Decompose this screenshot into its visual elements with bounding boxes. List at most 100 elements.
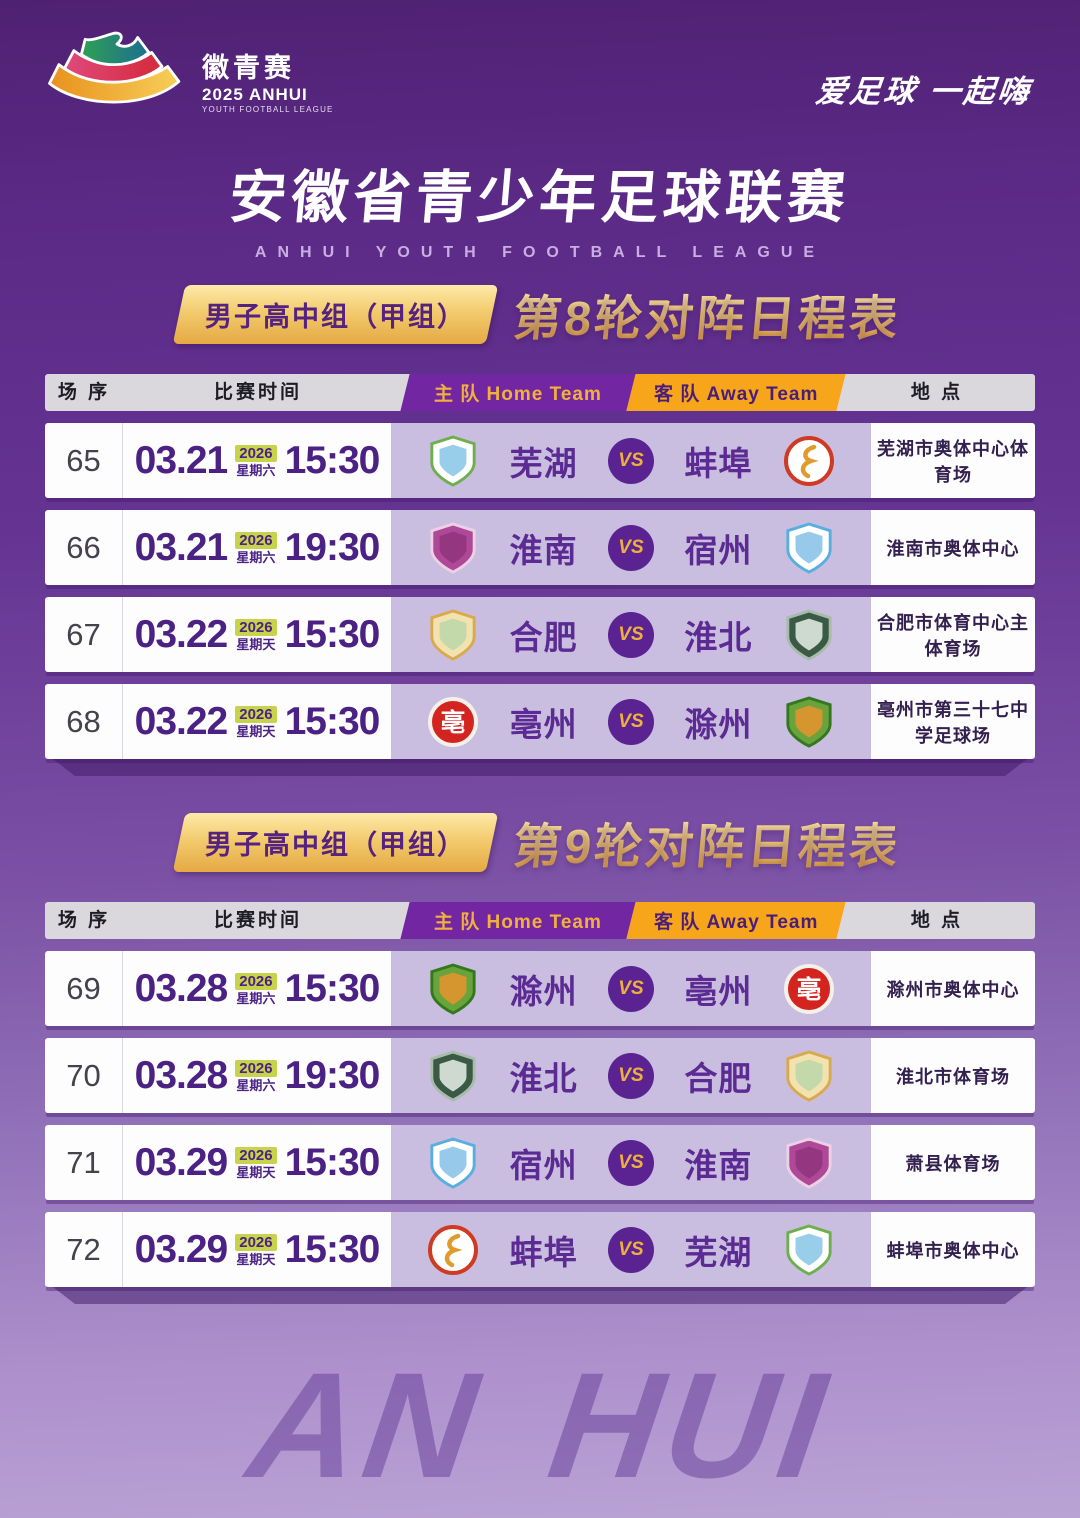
col-header-home: 主 队 Home Team xyxy=(400,374,636,411)
match-time: 03.28 2026 星期六 15:30 xyxy=(123,951,391,1026)
away-team-logo-icon xyxy=(783,608,835,662)
match-number: 69 xyxy=(45,951,123,1026)
top-bar: 徽青赛 2025 ANHUI YOUTH FOOTBALL LEAGUE 爱足球… xyxy=(42,26,1034,126)
match-time: 03.29 2026 星期天 15:30 xyxy=(123,1212,391,1287)
match-row: 69 03.28 2026 星期六 15:30 滁州 VS 亳州 亳 滁州市奥体… xyxy=(45,951,1035,1026)
col-header-away: 客 队 Away Team xyxy=(626,374,846,411)
match-time: 03.21 2026 星期六 19:30 xyxy=(123,510,391,585)
home-team-logo-icon xyxy=(427,608,479,662)
home-team-logo-icon xyxy=(427,1049,479,1103)
page-title: 安徽省青少年足球联赛 xyxy=(226,166,853,230)
anhui-watermark: AN HUI xyxy=(239,1341,841,1509)
kickoff-time: 19:30 xyxy=(284,525,381,569)
match-number: 67 xyxy=(45,597,123,672)
round-8-title: 第8轮对阵日程表 xyxy=(511,279,904,349)
col-header-venue: 地 点 xyxy=(910,382,964,403)
match-time: 03.29 2026 星期天 15:30 xyxy=(123,1125,391,1200)
group-badge: 男子高中组（甲组） xyxy=(172,812,499,872)
home-team-name: 滁州 xyxy=(509,972,578,1010)
match-number: 72 xyxy=(45,1212,123,1287)
match-row: 70 03.28 2026 星期六 19:30 淮北 VS 合肥 淮北市体育场 xyxy=(45,1038,1035,1113)
vs-badge: VS xyxy=(607,437,654,484)
table-shadow xyxy=(47,1287,1033,1304)
weekday-label: 星期六 xyxy=(236,990,276,1006)
kickoff-time: 15:30 xyxy=(284,1140,381,1184)
away-team-logo-icon xyxy=(783,521,835,575)
match-number: 70 xyxy=(45,1038,123,1113)
away-team-logo-icon: 亳 xyxy=(783,962,835,1016)
match-date: 03.21 xyxy=(134,438,229,482)
home-team-name: 淮北 xyxy=(509,1059,578,1097)
match-row: 71 03.29 2026 星期天 15:30 宿州 VS 淮南 萧县体育场 xyxy=(45,1125,1035,1200)
round-9-table: 场 序 比赛时间 主 队 Home Team 客 队 Away Team 地 点… xyxy=(45,902,1035,1304)
weekday-label: 星期天 xyxy=(236,723,276,739)
year-badge: 2026 xyxy=(235,444,277,462)
kickoff-time: 15:30 xyxy=(284,699,381,743)
venue: 蚌埠市奥体中心 xyxy=(871,1212,1035,1287)
group-badge: 男子高中组（甲组） xyxy=(172,284,499,344)
round-8-rows: 65 03.21 2026 星期六 15:30 芜湖 VS 蚌埠 芜湖市奥体中心… xyxy=(45,423,1035,759)
vs-badge: VS xyxy=(607,1139,654,1186)
venue: 亳州市第三十七中学足球场 xyxy=(871,684,1035,759)
away-team-logo-icon xyxy=(783,1049,835,1103)
vs-badge: VS xyxy=(607,1052,654,1099)
round-8-section: 男子高中组（甲组） 第8轮对阵日程表 场 序 比赛时间 主 队 Home Tea… xyxy=(0,282,1080,776)
kickoff-time: 15:30 xyxy=(284,1227,381,1271)
kickoff-time: 15:30 xyxy=(284,966,381,1010)
vs-badge: VS xyxy=(607,611,654,658)
venue: 淮北市体育场 xyxy=(871,1038,1035,1113)
match-date: 03.29 xyxy=(134,1227,229,1271)
match-date: 03.28 xyxy=(134,1053,229,1097)
match-number: 66 xyxy=(45,510,123,585)
home-team-name: 芜湖 xyxy=(509,444,578,482)
match-row: 67 03.22 2026 星期天 15:30 合肥 VS 淮北 合肥市体育中心… xyxy=(45,597,1035,672)
venue: 淮南市奥体中心 xyxy=(871,510,1035,585)
year-badge: 2026 xyxy=(235,1233,277,1251)
away-team-logo-icon xyxy=(783,434,835,488)
weekday-label: 星期六 xyxy=(236,462,276,478)
match-row: 68 03.22 2026 星期天 15:30 亳 亳州 VS 滁州 亳州市第三… xyxy=(45,684,1035,759)
away-team-name: 宿州 xyxy=(684,531,753,569)
page-subtitle: ANHUI YOUTH FOOTBALL LEAGUE xyxy=(254,244,826,261)
league-logo-text: 徽青赛 2025 ANHUI YOUTH FOOTBALL LEAGUE xyxy=(202,54,334,115)
matchup: 宿州 VS 淮南 xyxy=(391,1125,871,1200)
matchup: 淮南 VS 宿州 xyxy=(391,510,871,585)
match-time: 03.28 2026 星期六 19:30 xyxy=(123,1038,391,1113)
col-header-teams: 主 队 Home Team 客 队 Away Team xyxy=(400,374,846,411)
home-team-name: 蚌埠 xyxy=(509,1233,578,1271)
home-team-logo-icon xyxy=(427,962,479,1016)
match-time: 03.22 2026 星期天 15:30 xyxy=(123,597,391,672)
matchup: 滁州 VS 亳州 亳 xyxy=(391,951,871,1026)
logo-subtitle: YOUTH FOOTBALL LEAGUE xyxy=(202,105,334,115)
home-team-name: 合肥 xyxy=(509,618,578,656)
vs-badge: VS xyxy=(607,1226,654,1273)
away-team-logo-icon xyxy=(783,1223,835,1277)
matchup: 合肥 VS 淮北 xyxy=(391,597,871,672)
table-header: 场 序 比赛时间 主 队 Home Team 客 队 Away Team 地 点 xyxy=(45,374,1035,411)
vs-badge: VS xyxy=(607,524,654,571)
weekday-label: 星期六 xyxy=(236,549,276,565)
round-9-title: 第9轮对阵日程表 xyxy=(511,807,904,877)
away-team-name: 亳州 xyxy=(684,972,753,1010)
logo-year: 2025 ANHUI xyxy=(202,84,308,104)
away-team-name: 蚌埠 xyxy=(684,444,753,482)
table-shadow xyxy=(47,759,1033,776)
year-badge: 2026 xyxy=(235,618,277,636)
away-team-name: 淮南 xyxy=(684,1146,753,1184)
match-row: 72 03.29 2026 星期天 15:30 蚌埠 VS 芜湖 蚌埠市奥体中心 xyxy=(45,1212,1035,1287)
home-team-logo-icon xyxy=(427,1136,479,1190)
kickoff-time: 19:30 xyxy=(284,1053,381,1097)
away-team-logo-icon xyxy=(783,1136,835,1190)
kickoff-time: 15:30 xyxy=(284,438,381,482)
match-row: 66 03.21 2026 星期六 19:30 淮南 VS 宿州 淮南市奥体中心 xyxy=(45,510,1035,585)
round-8-head: 男子高中组（甲组） 第8轮对阵日程表 xyxy=(0,282,1080,346)
away-team-name: 淮北 xyxy=(684,618,753,656)
col-header-time: 比赛时间 xyxy=(213,910,302,931)
match-time: 03.21 2026 星期六 15:30 xyxy=(123,423,391,498)
round-8-table: 场 序 比赛时间 主 队 Home Team 客 队 Away Team 地 点… xyxy=(45,374,1035,776)
weekday-label: 星期天 xyxy=(236,1164,276,1180)
home-team-logo-icon xyxy=(427,1223,479,1277)
away-team-name: 芜湖 xyxy=(684,1233,753,1271)
col-header-home: 主 队 Home Team xyxy=(400,902,636,939)
svg-text:亳: 亳 xyxy=(441,708,466,737)
